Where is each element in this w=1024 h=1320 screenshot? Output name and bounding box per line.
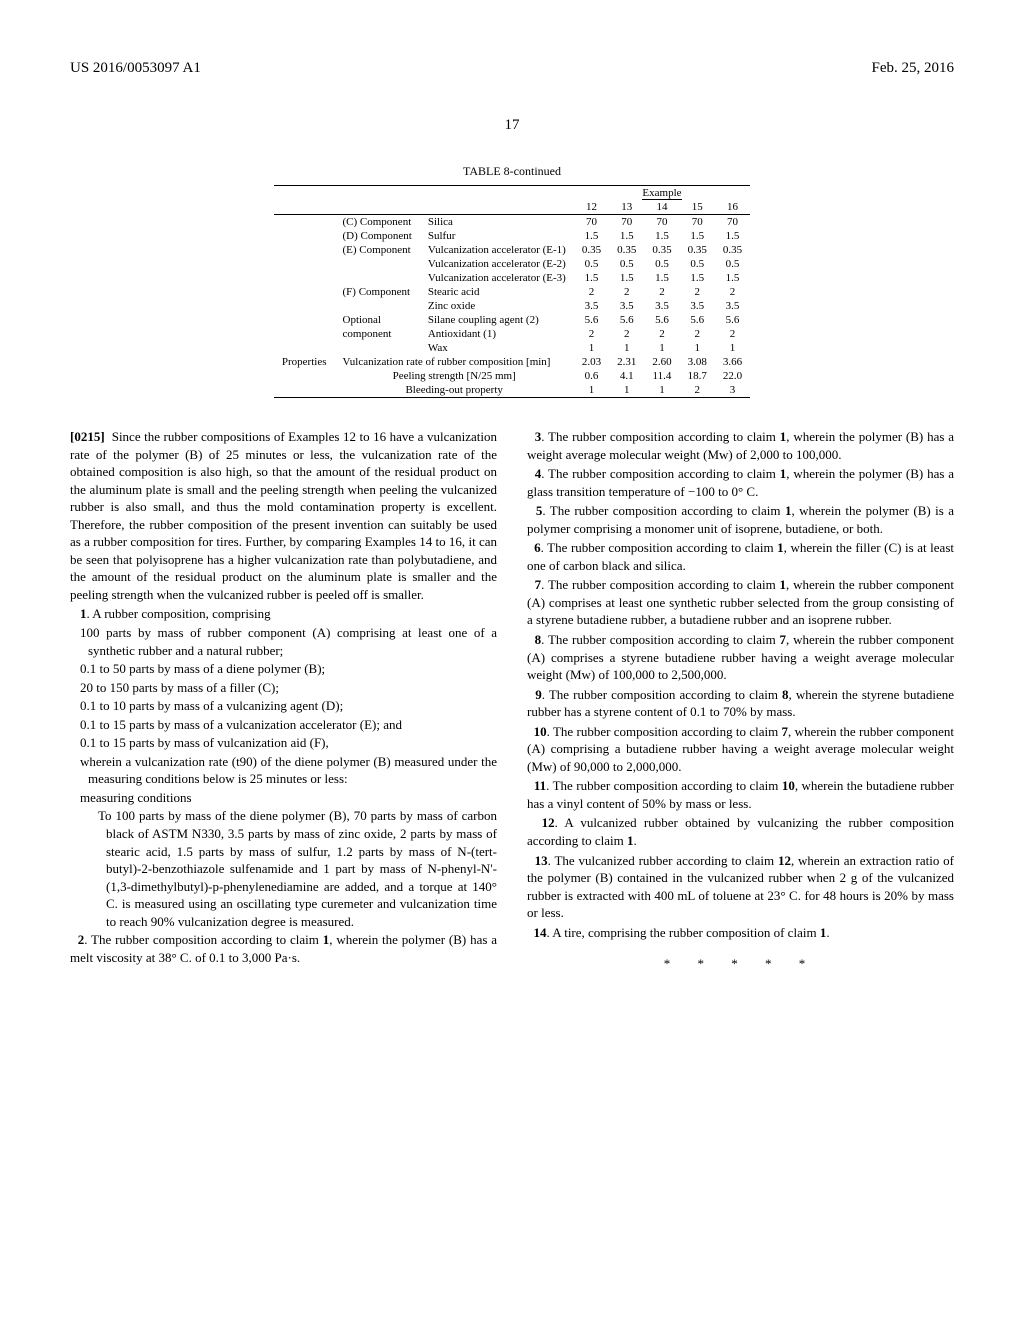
para-num-0215: [0215]	[70, 429, 105, 444]
claim-13: 13. The vulcanized rubber according to c…	[527, 852, 954, 922]
table-caption: TABLE 8-continued	[70, 164, 954, 179]
claim-8: 8. The rubber composition according to c…	[527, 631, 954, 684]
page-number: 17	[70, 117, 954, 134]
c1-item-6: wherein a vulcanization rate (t90) of th…	[70, 753, 497, 788]
para-0215-text: Since the rubber compositions of Example…	[70, 429, 497, 602]
table-row: Vulcanization accelerator (E-3)1.51.51.5…	[274, 271, 750, 285]
claim-4: 4. The rubber composition according to c…	[527, 465, 954, 500]
claim-10: 10. The rubber composition according to …	[527, 723, 954, 776]
c1-item-2: 20 to 150 parts by mass of a filler (C);	[70, 679, 497, 697]
claim-12: 12. A vulcanized rubber obtained by vulc…	[527, 814, 954, 849]
claim-5: 5. The rubber composition according to c…	[527, 502, 954, 537]
table-row: Wax11111	[274, 341, 750, 355]
claim-7: 7. The rubber composition according to c…	[527, 576, 954, 629]
c1-item-4: 0.1 to 15 parts by mass of a vulcanizati…	[70, 716, 497, 734]
pub-number: US 2016/0053097 A1	[70, 60, 201, 77]
col-14: 14	[644, 200, 679, 215]
table-row: Vulcanization accelerator (E-2)0.50.50.5…	[274, 257, 750, 271]
table-row: OptionalSilane coupling agent (2)5.65.65…	[274, 313, 750, 327]
claim-9: 9. The rubber composition according to c…	[527, 686, 954, 721]
table-row: (E) ComponentVulcanization accelerator (…	[274, 243, 750, 257]
table-row: Peeling strength [N/25 mm]0.64.111.418.7…	[274, 369, 750, 383]
claim-3: 3. The rubber composition according to c…	[527, 428, 954, 463]
c1-item-0: 100 parts by mass of rubber component (A…	[70, 624, 497, 659]
claim-2: 2. The rubber composition according to c…	[70, 931, 497, 966]
c1-item-1: 0.1 to 50 parts by mass of a diene polym…	[70, 660, 497, 678]
body-columns: [0215] Since the rubber compositions of …	[70, 428, 954, 973]
table-8: Example 12 13 14 15 16 (C) ComponentSili…	[274, 185, 750, 398]
table-row: (C) ComponentSilica7070707070	[274, 215, 750, 230]
table-row: (F) ComponentStearic acid22222	[274, 285, 750, 299]
page-header: US 2016/0053097 A1 Feb. 25, 2016	[70, 60, 954, 77]
table-row: Bleeding-out property11123	[274, 383, 750, 398]
para-0215: [0215] Since the rubber compositions of …	[70, 428, 497, 603]
end-stars: * * * * *	[527, 955, 954, 973]
claim-1: 1. A rubber composition, comprising 100 …	[70, 605, 497, 930]
c1-item-7: measuring conditions	[70, 789, 497, 807]
table-row: (D) ComponentSulfur1.51.51.51.51.5	[274, 229, 750, 243]
col-15: 15	[680, 200, 715, 215]
table-row: Zinc oxide3.53.53.53.53.5	[274, 299, 750, 313]
c1-sub: To 100 parts by mass of the diene polyme…	[70, 807, 497, 930]
example-label: Example	[642, 187, 681, 200]
c1-item-3: 0.1 to 10 parts by mass of a vulcanizing…	[70, 697, 497, 715]
col-13: 13	[609, 200, 644, 215]
pub-date: Feb. 25, 2016	[872, 60, 955, 77]
claim-1-lead: . A rubber composition, comprising	[87, 606, 271, 621]
table-row: PropertiesVulcanization rate of rubber c…	[274, 355, 750, 369]
claim-14: 14. A tire, comprising the rubber compos…	[527, 924, 954, 942]
col-12: 12	[574, 200, 609, 215]
c1-item-5: 0.1 to 15 parts by mass of vulcanization…	[70, 734, 497, 752]
col-16: 16	[715, 200, 750, 215]
claim-11: 11. The rubber composition according to …	[527, 777, 954, 812]
table-row: componentAntioxidant (1)22222	[274, 327, 750, 341]
claim-6: 6. The rubber composition according to c…	[527, 539, 954, 574]
